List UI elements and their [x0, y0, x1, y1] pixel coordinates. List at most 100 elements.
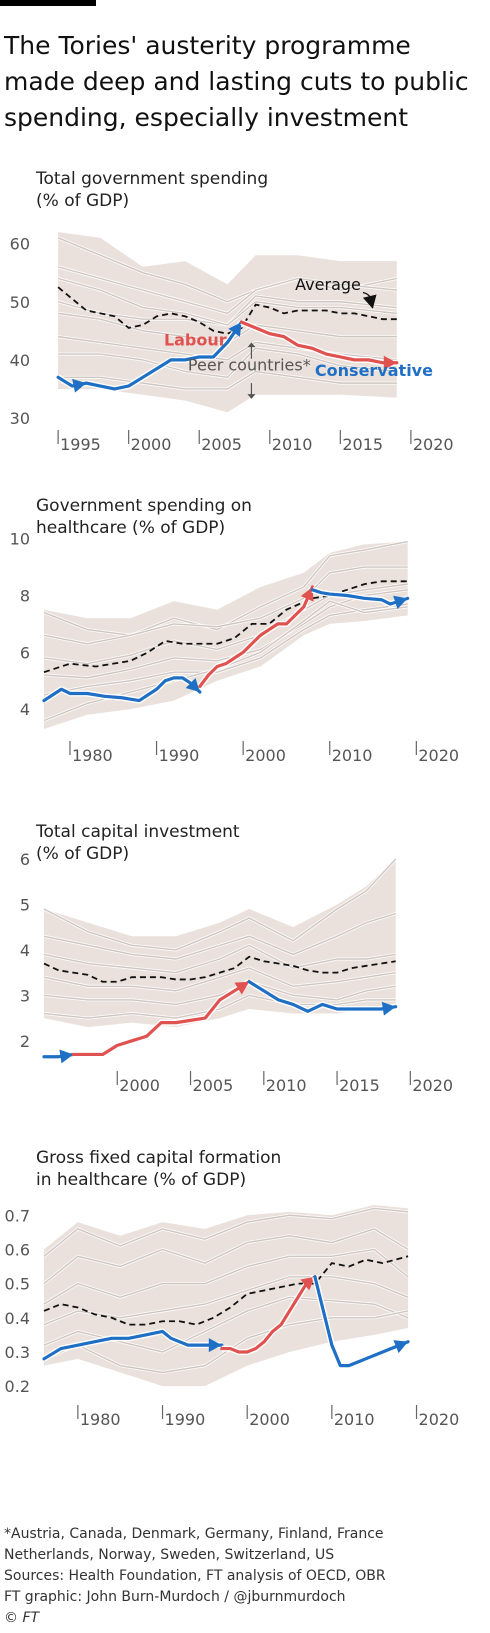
footnote-countries-2: Netherlands, Norway, Sweden, Switzerland… [4, 1547, 335, 1563]
peer-country-line [57, 277, 397, 326]
x-tick-label: 2000 [245, 746, 286, 765]
footnote-countries-1: *Austria, Canada, Denmark, Germany, Finl… [4, 1526, 384, 1542]
copyright: © FT [4, 1610, 40, 1626]
peer-country-line [43, 540, 408, 636]
chart-title-line: (% of GDP) [36, 191, 129, 211]
series-conservative-line [247, 980, 398, 1013]
chart-healthcare-capital: Gross fixed capital formation in healthca… [0, 1139, 490, 1449]
peer-country-line [57, 237, 397, 303]
series-conservative-line-arrowhead [381, 1001, 396, 1016]
average-pointer-head [362, 294, 377, 309]
y-tick-label: 0.2 [5, 1377, 30, 1396]
peer-country-line [43, 912, 396, 960]
series-conservative-line [84, 320, 244, 391]
peer-country-line [43, 1228, 409, 1285]
headline: The Tories' austerity programme made dee… [4, 31, 469, 132]
y-tick-label: 4 [20, 700, 30, 719]
x-tick-label: 1980 [80, 1410, 121, 1429]
peer-country-line [43, 967, 396, 992]
series-conservative-line-arrowhead [393, 595, 408, 610]
x-tick-label: 2015 [339, 1076, 380, 1095]
y-tick-label: 3 [20, 986, 30, 1005]
y-tick-label: 0.6 [5, 1240, 30, 1259]
chart-title-line: (% of GDP) [36, 844, 129, 864]
series-conservative-line [42, 1329, 224, 1361]
series-labour-line-arrowhead [383, 355, 397, 370]
series-labour-line [220, 1275, 317, 1354]
x-tick-label: 2005 [201, 435, 242, 454]
chart-healthcare-spending: Government spending on healthcare (% of G… [0, 487, 490, 797]
series-labour-line [239, 320, 399, 365]
series-labour-line-arrowhead [300, 1276, 315, 1291]
peer-country-line [43, 603, 408, 696]
y-tick-label: 0.7 [5, 1206, 30, 1225]
y-tick-label: 6 [20, 850, 30, 869]
annotation-label: Conservative [315, 361, 433, 380]
x-tick-label: 1995 [60, 435, 101, 454]
brand-bar [0, 0, 96, 6]
y-tick-label: 0.3 [5, 1343, 30, 1362]
peer-range-down-arrowhead [247, 394, 256, 399]
series-labour-line-arrowhead [234, 981, 250, 995]
series-conservative-line [310, 588, 410, 606]
series-conservative-line-arrowhead [185, 677, 200, 693]
chart-title-line: Government spending on [36, 496, 252, 516]
peer-country-line [43, 858, 397, 951]
y-tick-label: 2 [20, 1032, 30, 1051]
x-tick-label: 2000 [249, 1410, 290, 1429]
x-tick-label: 2020 [419, 1410, 460, 1429]
x-tick-label: 2010 [334, 1410, 375, 1429]
y-tick-label: 0.5 [5, 1275, 30, 1294]
y-tick-label: 0.4 [5, 1309, 30, 1328]
chart-title-line: Gross fixed capital formation [36, 1148, 281, 1168]
series-labour-line [198, 585, 315, 688]
series-labour-line-arrowhead [300, 586, 314, 602]
y-tick-label: 8 [20, 586, 30, 605]
series-conservative-line-arrowhead [59, 1049, 74, 1064]
chart-total-spending: Total government spending (% of GDP) 30 40 5… [0, 160, 490, 470]
y-tick-label: 6 [20, 643, 30, 662]
series-conservative-line-arrowhead [208, 1338, 222, 1353]
peer-country-line [43, 1248, 409, 1305]
footer: *Austria, Canada, Denmark, Germany, Finl… [4, 1524, 486, 1629]
peer-country-line [58, 347, 397, 379]
series-average-line [43, 580, 408, 674]
x-tick-label: 2010 [266, 1076, 307, 1095]
y-tick-label: 40 [10, 351, 30, 370]
graphic-credit: FT graphic: John Burn-Murdoch / @jburnmu… [4, 1589, 346, 1605]
x-tick-label: 2020 [412, 1076, 453, 1095]
x-tick-label: 2010 [272, 435, 313, 454]
peer-country-line [43, 1207, 409, 1257]
chart-title-line: Total capital investment [35, 822, 240, 842]
series-conservative-line-arrowhead [72, 378, 87, 393]
chart-total-spending-svg: Total government spending(% of GDP) 30 40 5… [10, 169, 454, 454]
chart-capital-investment: Total capital investment (% of GDP) 2 3 4 5 6 2… [0, 813, 490, 1123]
peer-range-band [44, 1205, 409, 1387]
annotation-label: Average [295, 275, 361, 294]
x-tick-label: 2005 [193, 1076, 234, 1095]
annotation-label: Peer countries* [188, 355, 311, 374]
peer-country-line [43, 944, 396, 974]
peer-range-up-arrowhead [247, 342, 256, 348]
sources-note: Sources: Health Foundation, FT analysis … [4, 1568, 386, 1584]
x-tick-label: 1990 [159, 746, 200, 765]
y-tick-label: 4 [20, 941, 30, 960]
peer-country-line [43, 1296, 409, 1353]
x-tick-label: 2020 [418, 746, 459, 765]
y-tick-label: 10 [10, 530, 30, 549]
x-tick-label: 1980 [72, 746, 113, 765]
peer-country-line [43, 566, 408, 645]
y-tick-label: 5 [20, 895, 30, 914]
series-average-line [57, 286, 397, 335]
series-conservative-line [42, 676, 202, 703]
x-tick-label: 2000 [131, 435, 172, 454]
series-labour-line [71, 980, 251, 1057]
series-average-line [43, 1255, 409, 1326]
peer-country-line [43, 1310, 409, 1374]
chart-title-line: Total government spending [35, 169, 268, 189]
series-conservative-line-arrowhead [228, 322, 242, 337]
peer-range-band [58, 232, 397, 413]
chart-capital-investment-svg: Total capital investment(% of GDP) 2 3 4 5 6 2… [20, 822, 453, 1095]
peer-country-line [57, 266, 397, 315]
